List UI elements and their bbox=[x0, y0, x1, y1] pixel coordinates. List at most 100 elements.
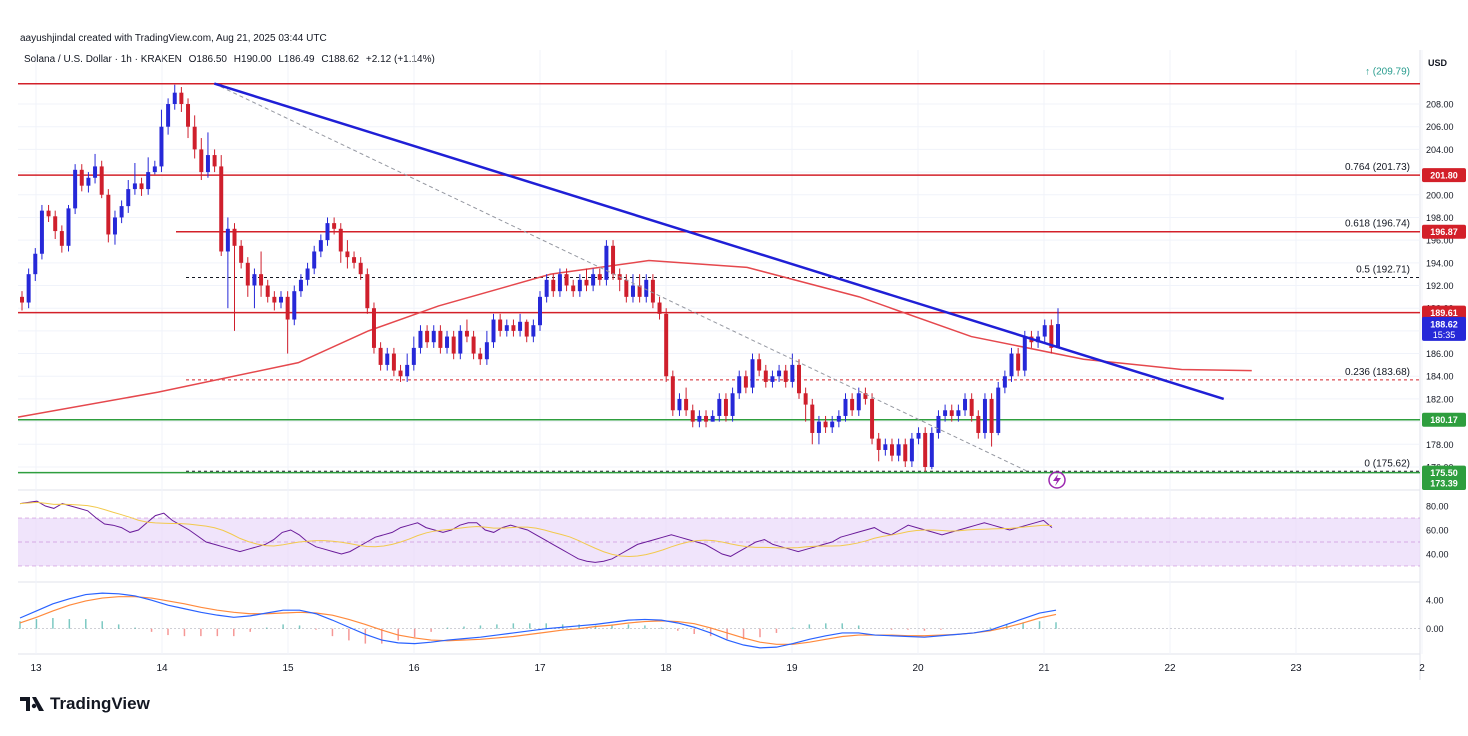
candle bbox=[743, 370, 748, 394]
candle bbox=[199, 138, 204, 181]
candle bbox=[445, 330, 450, 354]
candle bbox=[723, 393, 728, 422]
candle bbox=[471, 330, 476, 360]
candle bbox=[498, 313, 503, 337]
candle bbox=[245, 257, 250, 297]
candle bbox=[870, 393, 875, 445]
price-badge bbox=[1422, 305, 1466, 320]
candle bbox=[856, 387, 861, 416]
candle bbox=[644, 274, 649, 303]
candle bbox=[378, 342, 383, 371]
candle bbox=[511, 319, 516, 337]
candle bbox=[418, 325, 423, 354]
rsi-tick-label: 60.00 bbox=[1426, 526, 1449, 536]
time-tick-label: 21 bbox=[1038, 663, 1050, 674]
candle bbox=[259, 251, 264, 297]
candle bbox=[577, 274, 582, 297]
candle bbox=[803, 387, 808, 422]
candle bbox=[624, 274, 629, 303]
candle bbox=[93, 153, 98, 184]
candle bbox=[949, 404, 954, 422]
candle bbox=[298, 274, 303, 297]
price-badge bbox=[1422, 168, 1466, 183]
candle bbox=[365, 268, 370, 314]
candle bbox=[677, 393, 682, 416]
price-badge-label: 196.87 bbox=[1430, 227, 1458, 237]
candle bbox=[411, 336, 416, 371]
fib-level-label: 0.5 (192.71) bbox=[1356, 264, 1410, 275]
candle bbox=[717, 393, 722, 422]
fib-level-label: 0.764 (201.73) bbox=[1345, 162, 1410, 173]
price-badge-label: 173.39 bbox=[1430, 479, 1458, 489]
symbol-name[interactable]: Solana / U.S. Dollar · 1h · KRAKEN bbox=[24, 54, 182, 65]
fib-level-label: 0 (175.62) bbox=[1364, 458, 1410, 469]
candle bbox=[697, 410, 702, 428]
time-tick-label: 15 bbox=[282, 663, 294, 674]
candle bbox=[730, 387, 735, 422]
candle bbox=[405, 353, 410, 382]
candle bbox=[770, 370, 775, 388]
price-tick-label: 204.00 bbox=[1426, 145, 1454, 155]
ohlc-open: O186.50 bbox=[188, 54, 227, 65]
candlestick-series bbox=[20, 84, 1060, 472]
candle bbox=[750, 353, 755, 394]
time-tick-label: 16 bbox=[408, 663, 420, 674]
candle bbox=[584, 268, 589, 292]
candle bbox=[963, 393, 968, 416]
ohlc-low: L186.49 bbox=[278, 54, 315, 65]
candle bbox=[272, 291, 277, 311]
candle bbox=[99, 160, 104, 199]
candle bbox=[757, 353, 762, 377]
rsi-pane bbox=[18, 500, 1420, 567]
candle bbox=[26, 268, 31, 309]
candle bbox=[909, 432, 914, 467]
chart-axes: 208.00206.00204.00202.00200.00198.00196.… bbox=[30, 58, 1466, 674]
tradingview-logo-text: TradingView bbox=[50, 694, 150, 713]
candle bbox=[1022, 330, 1027, 377]
candle bbox=[690, 404, 695, 428]
candle bbox=[504, 319, 509, 337]
lightning-icon bbox=[1048, 471, 1066, 489]
price-tick-label: 198.00 bbox=[1426, 213, 1454, 223]
candle bbox=[670, 370, 675, 416]
candle bbox=[896, 438, 901, 462]
tradingview-logo[interactable]: TradingView bbox=[20, 694, 150, 714]
candle bbox=[192, 115, 197, 159]
candle bbox=[239, 240, 244, 269]
candle bbox=[763, 364, 768, 388]
candle bbox=[20, 291, 24, 311]
last-price-badge bbox=[1422, 316, 1466, 341]
candle bbox=[166, 98, 171, 135]
candle bbox=[285, 291, 290, 354]
candle bbox=[710, 410, 715, 422]
candle bbox=[777, 364, 782, 382]
time-tick-label: 23 bbox=[1290, 663, 1302, 674]
time-tick-label: 19 bbox=[786, 663, 798, 674]
candle bbox=[797, 359, 801, 399]
moving-average-line bbox=[17, 259, 1252, 418]
candle bbox=[352, 251, 357, 269]
candle bbox=[225, 217, 230, 309]
rsi-line bbox=[19, 500, 1053, 563]
price-tick-label: 186.00 bbox=[1426, 349, 1454, 359]
candle bbox=[650, 274, 655, 309]
price-tick-label: 182.00 bbox=[1426, 394, 1454, 404]
candle bbox=[956, 404, 961, 422]
candle bbox=[232, 223, 237, 331]
price-tick-label: 192.00 bbox=[1426, 281, 1454, 291]
candle bbox=[557, 268, 562, 297]
candle bbox=[604, 240, 609, 286]
price-badge-label: 175.50 bbox=[1430, 468, 1458, 478]
candle bbox=[79, 164, 84, 192]
candle bbox=[883, 438, 888, 456]
candle bbox=[345, 240, 350, 269]
price-tick-label: 194.00 bbox=[1426, 258, 1454, 268]
candle bbox=[564, 268, 569, 292]
candle bbox=[205, 132, 210, 178]
tradingview-logo-icon bbox=[20, 697, 44, 711]
candle bbox=[843, 393, 848, 422]
macd-tick-label: 0.00 bbox=[1426, 624, 1444, 634]
candle bbox=[684, 387, 689, 416]
candle bbox=[39, 204, 44, 260]
